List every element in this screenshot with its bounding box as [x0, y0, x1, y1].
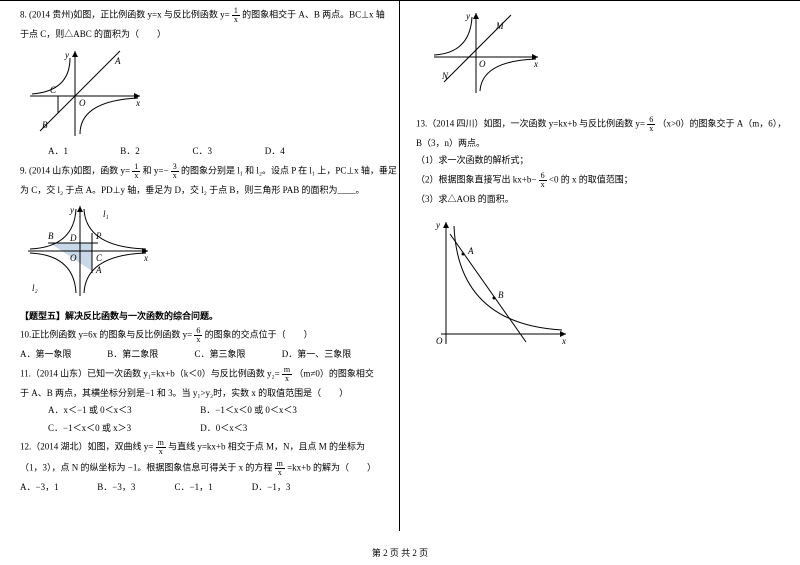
q9-frac2: 3x [171, 163, 179, 180]
type5-heading: 【题型五】解决反比函数与一次函数的综合问题。 [20, 310, 389, 324]
svg-text:P: P [95, 231, 102, 241]
q10-text-a: 10.正比例函数 y=6x 的图象与反比例函数 y= [20, 330, 192, 340]
q12-opt-d: D．−1，3 [252, 481, 327, 495]
q13-text-a: 13.（2014 四川）如图，一次函数 y=kx+b 与反比例函数 y= [416, 118, 645, 128]
svg-text:y: y [69, 205, 74, 215]
q10-text-b: 的图象的交点位于（ ） [205, 330, 313, 340]
q8-opt-c: C．3 [193, 145, 263, 159]
q9-text-b: 和 y=− [143, 165, 169, 175]
q9-frac1: 1x [132, 163, 140, 180]
q11-line1: 11.（2014 山东）已知一次函数 y₁=kx+b（k＜0）与反比例函数 y₂… [20, 366, 389, 383]
q12-text-c1: （1，3），点 N 的纵坐标为 −1。根据图象信息可得关于 x 的方程 [20, 463, 275, 473]
q13-line2: B（3，n）两点。 [416, 137, 790, 151]
svg-text:O: O [70, 253, 77, 263]
svg-text:x: x [143, 253, 148, 263]
right-column: x y M N O 13.（2014 四川）如图，一次函数 y=kx+b 与反比… [400, 1, 800, 531]
q12-text-a: 12.（2014 湖北）如图，双曲线 y= [20, 442, 153, 452]
q13-line1: 13.（2014 四川）如图，一次函数 y=kx+b 与反比例函数 y= 6x … [416, 116, 790, 133]
svg-text:y: y [435, 220, 440, 230]
q11-opt-a: A．x＜−1 或 0＜x＜3 [48, 404, 198, 418]
q13-p2-b: <0 的 x 的取值范围； [549, 174, 633, 184]
q8-text-a: 8. (2014 贵州)如图，正比例函数 y=x 与反比例函数 y= [20, 10, 230, 20]
svg-text:A: A [467, 246, 474, 256]
q8-line1: 8. (2014 贵州)如图，正比例函数 y=x 与反比例函数 y= 1x 的图… [20, 7, 389, 24]
svg-text:y: y [64, 50, 69, 60]
svg-text:B: B [42, 120, 48, 130]
svg-text:D: D [69, 233, 77, 243]
q12-text-b: 与直线 y=kx+b 相交于点 M，N，且点 M 的坐标为 [168, 442, 365, 452]
q10-opt-a: A．第一象限 [20, 348, 105, 362]
q11-text-b: （m≠0）的图象相交 [294, 368, 373, 378]
svg-text:x: x [533, 59, 538, 69]
svg-text:C: C [96, 253, 103, 263]
q12-frac1: mx [156, 439, 166, 456]
q12-line1: 12.（2014 湖北）如图，双曲线 y= mx 与直线 y=kx+b 相交于点… [20, 439, 389, 456]
q10-options: A．第一象限 B．第二象限 C．第三象限 D．第一、三象限 [20, 348, 389, 362]
svg-text:x: x [135, 98, 140, 108]
q9-text-c: 的图象分别是 l₁ 和 l₂。设点 P 在 l₁ 上，PC⊥x 轴，垂足 [181, 165, 397, 175]
page-root: 8. (2014 贵州)如图，正比例函数 y=x 与反比例函数 y= 1x 的图… [0, 0, 800, 565]
q10-frac: 6x [194, 327, 202, 344]
page-footer: 第 2 页 共 2 页 [0, 546, 800, 559]
q9-line1: 9. (2014 山东)如图，函数 y= 1x 和 y=− 3x 的图象分别是 … [20, 163, 389, 180]
q8-frac: 1x [232, 7, 240, 24]
q9-text-a: 9. (2014 山东)如图，函数 y= [20, 165, 130, 175]
svg-text:B: B [48, 231, 54, 241]
q10-opt-c: C．第三象限 [195, 348, 280, 362]
svg-text:l₂: l₂ [32, 283, 38, 293]
q13-p2-a: （2）根据图象直接写出 kx+b− [416, 174, 536, 184]
q13-frac2: 6x [539, 172, 547, 189]
q8-figure: A B C O x y [20, 46, 150, 141]
q12-text-c2: =kx+b 的解为（ ） [287, 463, 376, 473]
left-column: 8. (2014 贵州)如图，正比例函数 y=x 与反比例函数 y= 1x 的图… [0, 1, 400, 531]
svg-text:A: A [95, 265, 102, 275]
q13-figure: x y A B O [426, 214, 576, 354]
svg-text:N: N [441, 71, 449, 81]
q11-opt-b: B．−1＜x＜0 或 0＜x＜3 [200, 405, 297, 415]
q10-opt-d: D．第一、三象限 [282, 348, 377, 362]
q12-opt-a: A．−3，1 [20, 481, 95, 495]
svg-text:O: O [436, 336, 443, 346]
q12-line2: （1，3），点 N 的纵坐标为 −1。根据图象信息可得关于 x 的方程 mx =… [20, 460, 389, 477]
q12-figure: x y M N O [426, 7, 546, 97]
q8-opt-b: B．2 [120, 145, 190, 159]
q8-line2: 于点 C，则△ABC 的面积为（ ） [20, 28, 389, 42]
q8-text-b: 的图象相交于 A、B 两点。BC⊥x 轴 [242, 10, 385, 20]
svg-text:A: A [114, 56, 121, 66]
svg-text:y: y [465, 11, 470, 21]
q9-figure: x y l₁ l₂ P A B C D O [20, 201, 160, 301]
svg-text:O: O [479, 59, 486, 69]
q13-text-b: （x>0）的图象交于 A（m，6）， [657, 118, 786, 128]
q11-frac: mx [282, 366, 292, 383]
q8-opt-a: A．1 [48, 145, 118, 159]
q12-frac2: mx [275, 460, 285, 477]
q10-opt-b: B．第二象限 [107, 348, 192, 362]
svg-text:M: M [495, 21, 504, 31]
q11-line2: 于 A、B 两点，其横坐标分别是−1 和 3。当 y₁>y₂时，实数 x 的取值… [20, 387, 389, 401]
q8-opt-d: D．4 [265, 145, 335, 159]
q10-line1: 10.正比例函数 y=6x 的图象与反比例函数 y= 6x 的图象的交点位于（ … [20, 327, 389, 344]
q11-opt-c: C．−1＜x＜0 或 x＞3 [48, 422, 198, 436]
two-column-layout: 8. (2014 贵州)如图，正比例函数 y=x 与反比例函数 y= 1x 的图… [0, 1, 800, 531]
svg-text:O: O [79, 98, 86, 108]
q9-line2: 为 C，交 l₂ 于点 A。PD⊥y 轴，垂足为 D，交 l₂ 于点 B，则三角… [20, 184, 389, 198]
q12-opt-b: B．−3，3 [97, 481, 172, 495]
q13-p2: （2）根据图象直接写出 kx+b− 6x <0 的 x 的取值范围； [416, 172, 790, 189]
svg-text:x: x [561, 336, 566, 346]
svg-text:B: B [498, 290, 504, 300]
svg-text:l₁: l₁ [103, 209, 109, 219]
svg-text:C: C [50, 85, 57, 95]
q13-p1: （1）求一次函数的解析式； [416, 154, 790, 168]
q11-opt-d: D．0＜x＜3 [200, 423, 247, 433]
q12-options: A．−3，1 B．−3，3 C．−1，1 D．−1，3 [20, 481, 389, 495]
q13-p3: （3）求△AOB 的面积。 [416, 193, 790, 207]
q12-opt-c: C．−1，1 [175, 481, 250, 495]
q8-options: A．1 B．2 C．3 D．4 [20, 145, 389, 159]
q13-frac1: 6x [647, 116, 655, 133]
q11-text-a: 11.（2014 山东）已知一次函数 y₁=kx+b（k＜0）与反比例函数 y₂… [20, 368, 280, 378]
q11-options-row1: A．x＜−1 或 0＜x＜3 B．−1＜x＜0 或 0＜x＜3 [20, 404, 389, 418]
q11-options-row2: C．−1＜x＜0 或 x＞3 D．0＜x＜3 [20, 422, 389, 436]
